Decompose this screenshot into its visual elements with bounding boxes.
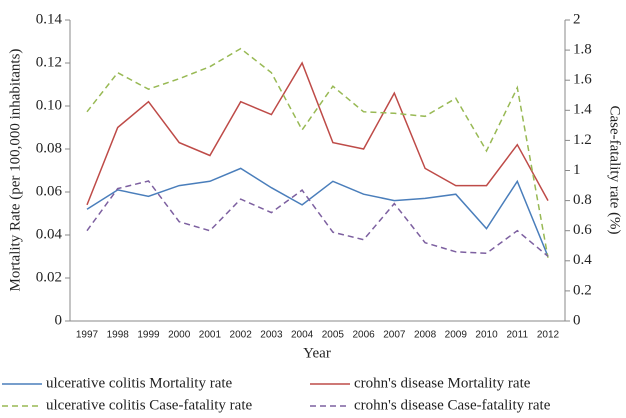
y-tick-label: 0.06 — [36, 183, 63, 199]
legend-label: crohn's disease Case-fatality rate — [354, 397, 551, 413]
legend-label: ulcerative colitis Mortality rate — [46, 375, 233, 391]
series-line — [86, 47, 549, 258]
y-tick-label: 0.08 — [36, 140, 62, 156]
x-tick-label: 2011 — [507, 330, 529, 341]
y2-tick-label: 0.2 — [573, 282, 592, 298]
y2-tick-label: 1 — [573, 162, 581, 178]
x-tick-label: 2007 — [383, 330, 406, 341]
x-tick-label: 2001 — [199, 330, 222, 341]
y2-tick-label: 0 — [573, 312, 581, 328]
x-tick-label: 2012 — [537, 330, 560, 341]
x-axis-label: Year — [303, 345, 331, 361]
series-line — [86, 167, 549, 257]
y2-tick-label: 1.8 — [573, 42, 592, 58]
x-tick-label: 2004 — [291, 330, 314, 341]
y2-tick-label: 1.6 — [573, 72, 592, 88]
y-tick-label: 0.12 — [36, 54, 62, 70]
y2-tick-label: 0.6 — [573, 222, 592, 238]
y2-axis-label: Case-fatality rate (%) — [607, 105, 623, 234]
y2-tick-label: 0.4 — [573, 252, 592, 268]
x-tick-label: 1998 — [107, 330, 130, 341]
y2-tick-label: 0.8 — [573, 192, 592, 208]
x-tick-label: 2008 — [414, 330, 437, 341]
series-line — [86, 180, 549, 257]
y-tick-label: 0.10 — [36, 97, 62, 113]
x-tick-label: 1997 — [76, 330, 99, 341]
y2-tick-label: 1.2 — [573, 132, 592, 148]
y-tick-label: 0.02 — [36, 269, 62, 285]
x-tick-label: 2009 — [445, 330, 468, 341]
y-tick-label: 0.14 — [36, 11, 63, 27]
legend-label: ulcerative colitis Case-fatality rate — [46, 397, 252, 413]
y-tick-label: 0 — [55, 312, 63, 328]
x-tick-label: 2006 — [352, 330, 375, 341]
y2-tick-label: 2 — [573, 11, 581, 27]
x-tick-label: 1999 — [137, 330, 160, 341]
y-axis-label: Mortality Rate (per 100,000 inhabitants) — [7, 49, 23, 292]
legend-label: crohn's disease Mortality rate — [354, 375, 531, 391]
x-tick-label: 2010 — [475, 330, 498, 341]
x-tick-label: 2003 — [260, 330, 283, 341]
x-tick-label: 2005 — [322, 330, 345, 341]
y2-tick-label: 1.4 — [573, 102, 592, 118]
series-line — [86, 61, 549, 206]
y-tick-label: 0.04 — [36, 226, 63, 242]
x-tick-label: 2000 — [168, 330, 191, 341]
x-tick-label: 2002 — [230, 330, 253, 341]
